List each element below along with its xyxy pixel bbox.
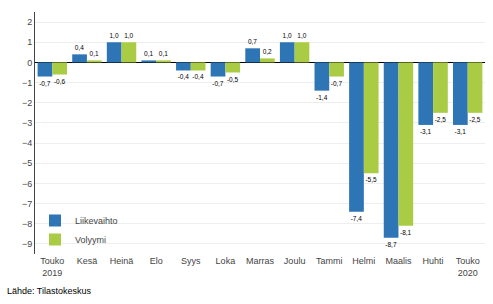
- svg-text:1,0: 1,0: [297, 32, 306, 39]
- svg-text:-0,7: -0,7: [331, 80, 343, 87]
- svg-text:-3,1: -3,1: [420, 128, 432, 135]
- svg-text:Huhti: Huhti: [423, 256, 444, 266]
- svg-text:Helmi: Helmi: [352, 256, 375, 266]
- svg-text:-2,5: -2,5: [469, 116, 481, 123]
- svg-text:-0,4: -0,4: [178, 73, 190, 80]
- svg-text:−3: −3: [22, 118, 32, 128]
- svg-text:Volyymi: Volyymi: [75, 235, 106, 245]
- svg-text:2: 2: [27, 17, 32, 27]
- svg-text:1,0: 1,0: [109, 32, 118, 39]
- svg-text:0,1: 0,1: [144, 50, 153, 57]
- svg-text:-0,7: -0,7: [39, 80, 51, 87]
- svg-text:-3,1: -3,1: [455, 128, 467, 135]
- svg-text:−8: −8: [22, 219, 32, 229]
- svg-text:1,0: 1,0: [283, 32, 292, 39]
- svg-text:Tammi: Tammi: [316, 256, 343, 266]
- svg-text:Lähde: Tilastokeskus: Lähde: Tilastokeskus: [7, 286, 92, 296]
- svg-text:-7,4: -7,4: [351, 215, 363, 222]
- svg-text:Heinä: Heinä: [110, 256, 134, 266]
- svg-text:1,0: 1,0: [124, 32, 133, 39]
- svg-text:0,1: 0,1: [159, 50, 168, 57]
- svg-text:0,1: 0,1: [90, 50, 99, 57]
- svg-text:Joulu: Joulu: [284, 256, 306, 266]
- svg-text:-5,5: -5,5: [365, 176, 377, 183]
- svg-text:−6: −6: [22, 179, 32, 189]
- svg-text:-1,4: -1,4: [316, 94, 328, 101]
- svg-text:-2,5: -2,5: [435, 116, 447, 123]
- svg-text:−4: −4: [22, 138, 32, 148]
- svg-text:Syys: Syys: [181, 256, 201, 266]
- svg-text:-0,7: -0,7: [212, 80, 224, 87]
- svg-text:−5: −5: [22, 158, 32, 168]
- svg-text:Liikevaihto: Liikevaihto: [75, 216, 118, 226]
- svg-text:−1: −1: [22, 78, 32, 88]
- svg-text:Touko2020: Touko2020: [456, 256, 480, 278]
- svg-text:−9: −9: [22, 239, 32, 249]
- svg-text:0,4: 0,4: [75, 44, 84, 51]
- svg-text:-8,1: -8,1: [400, 229, 412, 236]
- svg-text:Maalis: Maalis: [385, 256, 412, 266]
- svg-text:−2: −2: [22, 98, 32, 108]
- svg-text:Loka: Loka: [216, 256, 236, 266]
- svg-text:-0,6: -0,6: [54, 78, 66, 85]
- svg-text:0: 0: [27, 58, 32, 68]
- svg-text:−7: −7: [22, 199, 32, 209]
- svg-text:-0,5: -0,5: [227, 76, 239, 83]
- svg-text:Touko2019: Touko2019: [40, 256, 64, 278]
- svg-text:-8,7: -8,7: [385, 241, 397, 248]
- svg-text:0,7: 0,7: [248, 38, 257, 45]
- svg-text:Marras: Marras: [246, 256, 275, 266]
- svg-text:-0,4: -0,4: [192, 73, 204, 80]
- svg-text:0,2: 0,2: [263, 48, 272, 55]
- svg-text:1: 1: [27, 37, 32, 47]
- svg-text:Elo: Elo: [150, 256, 163, 266]
- svg-text:Kesä: Kesä: [77, 256, 98, 266]
